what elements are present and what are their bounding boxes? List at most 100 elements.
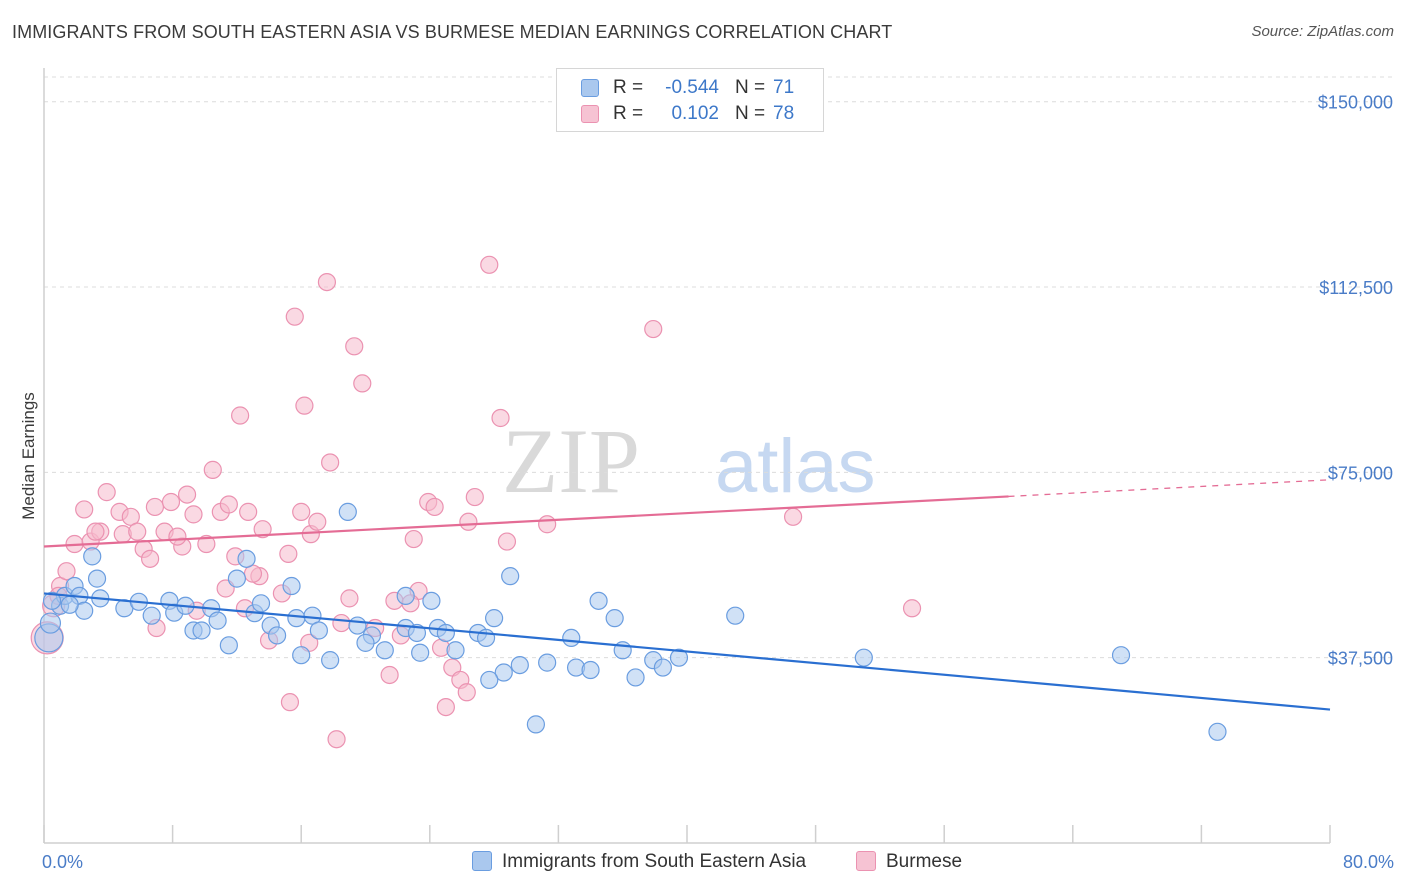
pink-point	[97, 483, 116, 502]
pink-trend-extension	[1008, 479, 1331, 498]
pink-point	[491, 408, 510, 428]
y-tick-label: $150,000	[1318, 93, 1393, 113]
pink-point	[285, 307, 304, 326]
blue-point	[282, 576, 301, 596]
blue-point	[348, 616, 367, 635]
blue-point	[726, 606, 745, 625]
blue-point	[669, 648, 689, 667]
pink-point	[404, 529, 423, 549]
blue-point	[396, 586, 415, 606]
pink-point	[239, 502, 258, 521]
blue-point	[142, 606, 161, 625]
pink-point	[538, 515, 557, 534]
blue-point	[526, 715, 545, 734]
pink-point	[457, 683, 476, 702]
blue-point	[251, 594, 271, 613]
blue-point	[494, 663, 513, 682]
blue-point	[1111, 646, 1131, 665]
legend-n-label: N =	[735, 77, 766, 98]
pink-point	[465, 487, 484, 507]
blue-point	[87, 569, 107, 588]
legend-label-blue: Immigrants from South Eastern Asia	[502, 851, 807, 872]
blue-point	[219, 636, 238, 655]
blue-point	[436, 623, 455, 643]
pink-point	[197, 534, 216, 554]
pink-point	[644, 319, 663, 339]
pink-point	[425, 497, 444, 517]
blue-point	[581, 660, 600, 680]
blue-point	[208, 611, 227, 630]
blue-point	[292, 646, 311, 665]
legend-r-value: 0.102	[671, 103, 719, 124]
blue-point	[267, 626, 287, 645]
pink-point	[308, 512, 327, 531]
blue-trend-line	[43, 592, 1331, 711]
pink-point	[86, 522, 105, 541]
blue-point	[538, 653, 557, 672]
legend-r-value: -0.544	[665, 77, 719, 98]
pink-point	[140, 549, 160, 568]
blue-point	[192, 621, 211, 640]
blue-point	[411, 643, 430, 662]
pink-trend-line	[43, 495, 1009, 548]
pink-point	[295, 396, 314, 415]
legend-r-label: R =	[613, 103, 644, 124]
source-credit: Source: ZipAtlas.com	[1251, 23, 1394, 40]
blue-point	[321, 651, 340, 670]
pink-point	[436, 697, 455, 717]
pink-point	[161, 492, 181, 512]
pink-point	[783, 507, 803, 526]
blue-point	[626, 668, 645, 687]
blue-point	[605, 609, 624, 628]
correlation-legend: R = -0.544 N = 71 R = 0.102 N = 78	[556, 68, 824, 132]
legend-r-label: R =	[613, 77, 644, 98]
watermark-zip: ZIP	[502, 410, 640, 512]
blue-point	[589, 591, 608, 610]
pink-point	[340, 589, 359, 608]
blue-point	[60, 595, 79, 614]
blue-point	[287, 609, 306, 628]
pink-point	[231, 406, 250, 425]
pink-point	[459, 512, 478, 531]
pink-point	[203, 460, 222, 479]
legend-swatch-blue	[472, 851, 492, 871]
pink-point	[279, 544, 298, 563]
pink-point	[353, 374, 372, 393]
pink-point	[380, 665, 399, 685]
blue-point	[338, 502, 357, 521]
x-tick-label-min: 0.0%	[42, 852, 84, 872]
legend-swatch-blue	[581, 79, 599, 97]
legend-n-label: N =	[735, 103, 766, 124]
pink-point	[168, 527, 187, 546]
y-tick-label: $75,000	[1328, 463, 1393, 483]
pink-point	[497, 532, 517, 551]
blue-point	[510, 655, 529, 675]
blue-point	[375, 641, 394, 660]
pink-point	[327, 730, 346, 749]
blue-point	[39, 612, 62, 634]
bottom-legend-item-blue: Immigrants from South Eastern Asia	[472, 851, 806, 873]
pink-point	[177, 485, 197, 504]
pink-point	[332, 613, 351, 633]
y-tick-label: $112,500	[1319, 278, 1393, 298]
pink-point	[317, 272, 337, 292]
pink-point	[57, 562, 76, 581]
blue-point	[562, 628, 581, 648]
pink-point	[145, 497, 165, 517]
blue-point	[1208, 722, 1227, 741]
pink-point	[253, 520, 272, 539]
pink-point	[280, 693, 300, 712]
x-tick-label-max: 80.0%	[1342, 852, 1394, 872]
pink-point	[902, 599, 922, 618]
chart-title: IMMIGRANTS FROM SOUTH EASTERN ASIA VS BU…	[12, 22, 893, 42]
legend-swatch-pink	[856, 851, 876, 871]
blue-point	[309, 621, 328, 640]
blue-point	[480, 670, 499, 690]
blue-point	[83, 547, 102, 566]
watermark-atlas: atlas	[715, 424, 876, 509]
bottom-legend-item-pink: Burmese	[856, 851, 962, 873]
legend-n-value: 71	[773, 77, 795, 98]
blue-point	[237, 549, 256, 568]
blue-point	[653, 658, 672, 677]
